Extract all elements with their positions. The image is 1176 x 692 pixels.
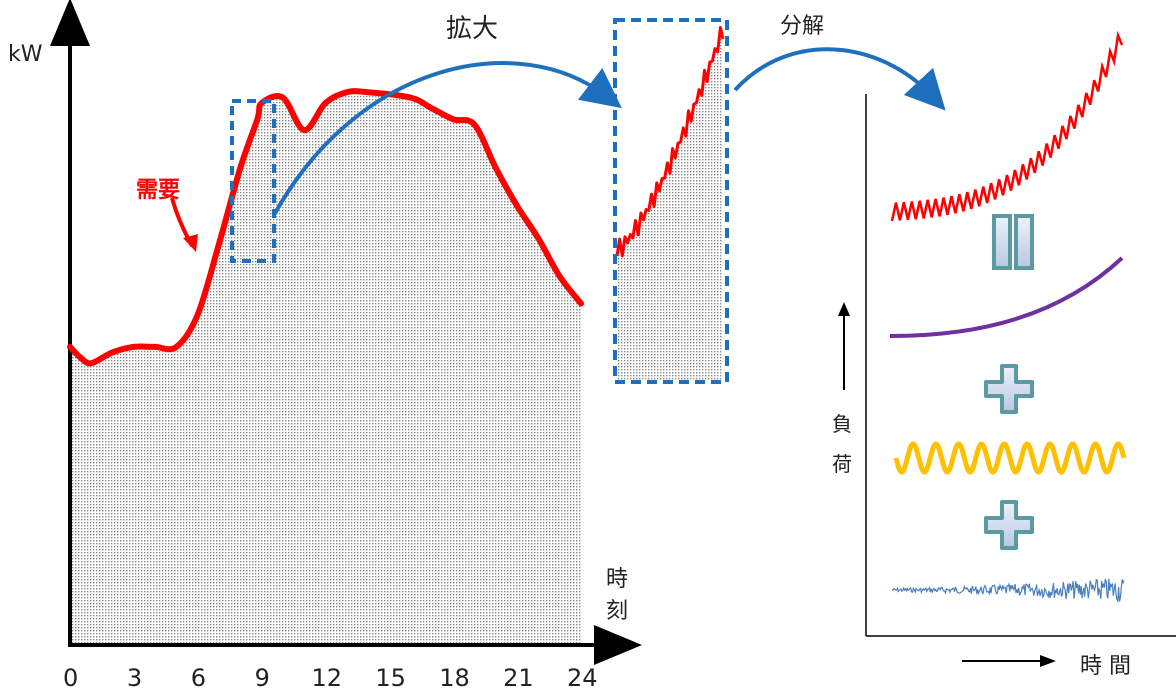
demand-pointer-arrowhead [183, 234, 198, 252]
decompose-label: 分解 [780, 14, 825, 39]
trend-component [889, 256, 1124, 338]
time-label: 時 間 [1080, 654, 1131, 679]
x-tick-label: 0 [63, 664, 79, 692]
x-tick-label: 9 [254, 664, 270, 692]
y-axis-label: kW [8, 42, 43, 67]
zoom-source-box [230, 99, 276, 263]
demand-line [67, 88, 584, 367]
zoom-demand-line [615, 26, 725, 258]
decompose-arrow [733, 47, 946, 111]
x-tick-label: 21 [503, 664, 534, 692]
load-label-text: 負荷 [832, 412, 852, 476]
zoom-arrow [272, 61, 622, 216]
time-axis-arrowhead [1040, 655, 1056, 667]
x-tick-label: 15 [375, 664, 406, 692]
periodic-component [893, 441, 1127, 475]
load-label: 負荷 [832, 404, 858, 484]
zoom-panel-box [613, 18, 729, 384]
total-load-component [890, 30, 1124, 222]
zoom-label: 拡大 [446, 14, 499, 44]
x-tick-label: 12 [311, 664, 343, 692]
x-tick-label: 24 [567, 664, 598, 692]
demand-label: 需要 [136, 178, 181, 203]
noise-component [891, 578, 1125, 604]
equals-icon [992, 214, 1034, 270]
load-axis-arrowhead [838, 302, 850, 316]
x-axis-label: 時刻 [606, 564, 632, 628]
x-tick-label: 18 [439, 664, 470, 692]
plus-icon [984, 500, 1034, 550]
x-tick-label: 3 [126, 664, 143, 692]
plus-icon [984, 364, 1034, 414]
x-tick-label: 6 [190, 664, 207, 692]
demand-area [70, 91, 581, 645]
x-axis-label-text: 時刻 [606, 567, 629, 624]
zoom-area [617, 27, 723, 380]
